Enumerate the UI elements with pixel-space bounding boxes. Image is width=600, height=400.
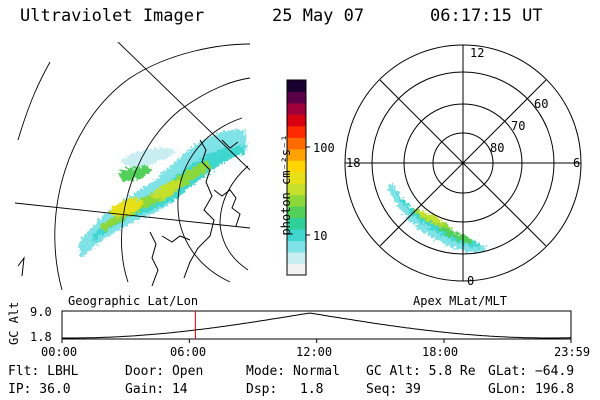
time-tick-1200: 12:00 <box>296 345 333 359</box>
geo-coastlines <box>17 139 241 287</box>
header-time: 06:17:15 UT <box>430 6 543 26</box>
colorbar-cell <box>287 206 306 219</box>
geo-grid <box>15 42 250 291</box>
colorbar-cell <box>287 183 306 196</box>
colorbar-unit-label: photon cm⁻²s⁻¹ <box>279 134 293 236</box>
colorbar-tick-10: 10 <box>313 229 328 243</box>
colorbar-cell <box>287 240 306 253</box>
mlat-label-80: 80 <box>490 141 505 155</box>
time-tick-2359: 23:59 <box>554 345 591 359</box>
time-tick-0600: 06:00 <box>170 345 207 359</box>
dsp-label: Dsp: <box>246 382 278 397</box>
colorbar-cell <box>287 114 306 127</box>
gain-info: Gain: 14 <box>125 382 188 397</box>
colorbar-cell <box>287 91 306 104</box>
door-info: Door: Open <box>125 364 204 379</box>
polar-aurora-emission <box>388 182 486 253</box>
geographic-panel-label: Geographic Lat/Lon <box>68 294 199 308</box>
colorbar-cell <box>287 263 306 276</box>
geographic-map <box>15 42 250 291</box>
polar-panel-label: Apex MLat/MLT <box>413 294 507 308</box>
colorbar-cell <box>287 229 306 242</box>
colorbar-cell <box>287 160 306 173</box>
colorbar-cell <box>287 148 306 161</box>
ip-info: IP: 36.0 <box>8 382 71 397</box>
colorbar-cell <box>287 137 306 150</box>
altitude-tick-low: 1.8 <box>30 330 52 344</box>
mlt-label-18: 18 <box>346 156 361 170</box>
polar-plot <box>344 44 582 282</box>
instrument-title: Ultraviolet Imager <box>20 6 205 26</box>
header-date: 25 May 07 <box>272 6 365 26</box>
time-tick-0000: 00:00 <box>41 345 78 359</box>
altitude-axis-label: GC Alt <box>7 301 21 345</box>
colorbar-cell <box>287 217 306 230</box>
seq-info: Seq: 39 <box>366 382 421 397</box>
colorbar-cell <box>287 194 306 207</box>
mlat-label-60: 60 <box>534 97 549 111</box>
time-tick-1800: 18:00 <box>422 345 459 359</box>
mlt-label-0: 0 <box>467 274 475 288</box>
glat-info: GLat: −64.9 <box>488 364 575 379</box>
filter-info: Flt: LBHL <box>8 364 79 379</box>
mode-info: Mode: Normal <box>246 364 340 379</box>
mlt-label-12: 12 <box>470 46 485 60</box>
colorbar-cell <box>287 125 306 138</box>
colorbar-cell <box>287 252 306 265</box>
dsp-value: 1.8 <box>300 382 324 397</box>
colorbar-tick-100: 100 <box>313 141 335 155</box>
gc-alt-info: GC Alt: 5.8 Re <box>366 364 476 379</box>
altitude-plot <box>61 310 572 343</box>
glon-info: GLon: 196.8 <box>488 382 575 397</box>
colorbar-cell <box>287 171 306 184</box>
colorbar <box>286 79 310 276</box>
mlat-label-70: 70 <box>511 119 526 133</box>
geo-aurora-emission <box>78 129 248 258</box>
mlt-label-6: 6 <box>573 156 581 170</box>
colorbar-cell <box>287 80 306 92</box>
colorbar-cell <box>287 102 306 115</box>
altitude-tick-high: 9.0 <box>30 305 52 319</box>
